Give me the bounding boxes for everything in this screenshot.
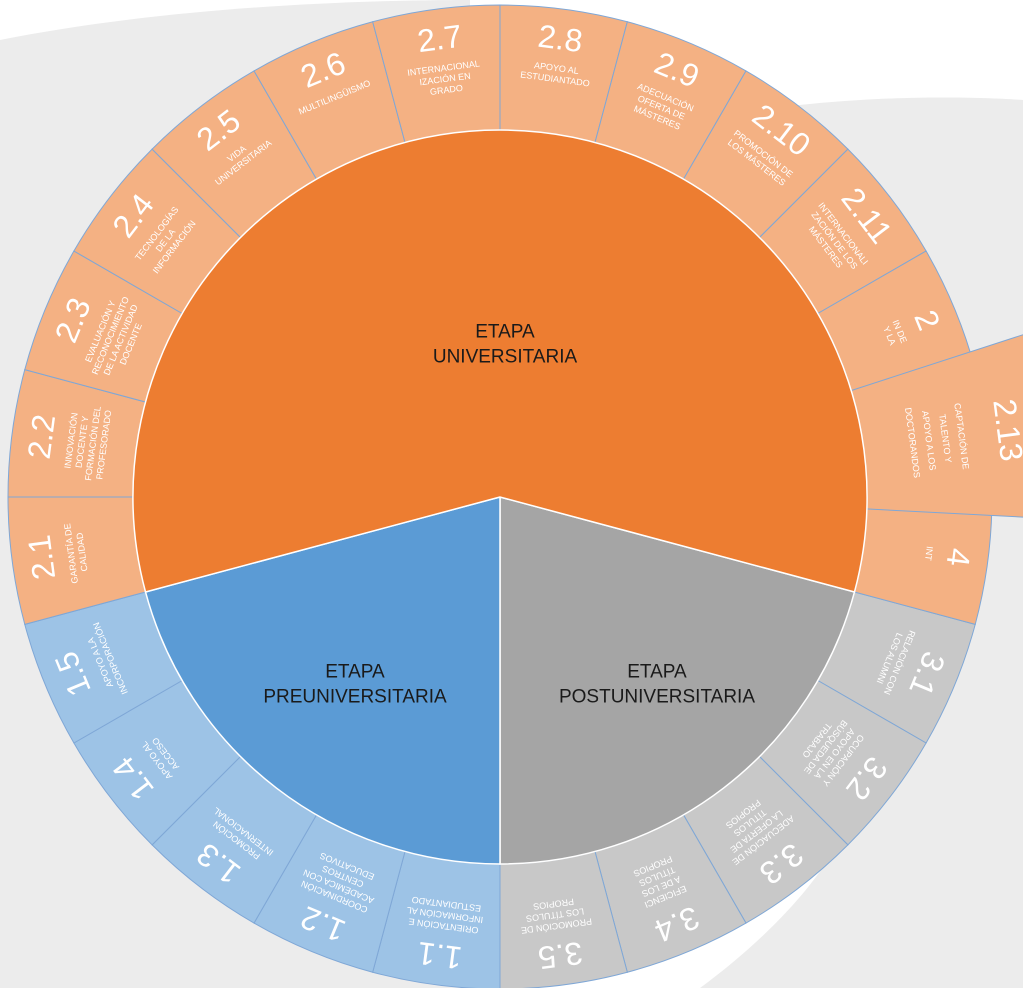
segment-number: 3.5: [536, 935, 585, 976]
segment-number: 2.8: [536, 18, 585, 59]
stage-label: ETAPA: [627, 662, 687, 683]
stage-label: UNIVERSITARIA: [433, 347, 578, 368]
segment-number: 4: [940, 546, 978, 568]
stage-wedge: [499, 496, 856, 865]
segment-number: 2.2: [21, 412, 62, 461]
segment-number: 1.1: [415, 935, 464, 976]
segment-number: 2.1: [21, 533, 62, 582]
segment-number: 2.7: [415, 18, 464, 59]
stage-label: PREUNIVERSITARIA: [263, 687, 447, 708]
stage-label: ETAPA: [475, 322, 535, 343]
stage-wedge: [144, 496, 501, 865]
segment-label: INT: [923, 546, 935, 562]
segment-label: GRADO: [429, 83, 463, 97]
stage-label: POSTUNIVERSITARIA: [559, 687, 755, 708]
pie: ETAPA UNIVERSITARIA ETAPA PREUNIVERSITARIA E…: [132, 129, 868, 865]
stage-wedge: [132, 129, 868, 593]
stage-label: ETAPA: [325, 662, 385, 683]
